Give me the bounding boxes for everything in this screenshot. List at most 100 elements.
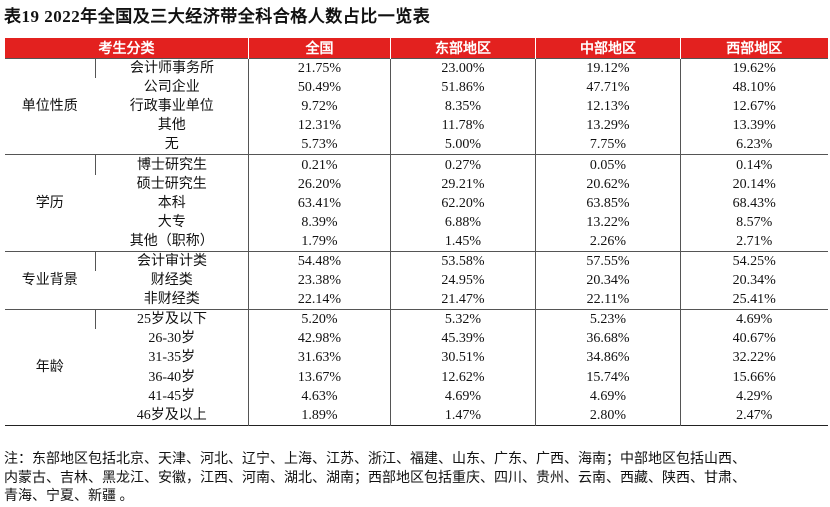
- value-cell: 12.13%: [535, 97, 681, 117]
- row-label: 硕士研究生: [136, 176, 207, 192]
- value-cell: 12.67%: [680, 97, 828, 117]
- value-cell: 13.67%: [248, 367, 391, 387]
- value-cell: 20.14%: [680, 174, 828, 194]
- value-cell: 7.75%: [535, 135, 681, 155]
- value-cell: 13.39%: [680, 116, 828, 136]
- value-cell: 12.62%: [390, 367, 536, 387]
- value-cell: 32.22%: [680, 348, 828, 368]
- table-title: 表19 2022年全国及三大经济带全科合格人数占比一览表: [4, 7, 431, 26]
- value-cell: 5.73%: [248, 135, 391, 155]
- group-label: 学历: [4, 154, 96, 252]
- table-row: 大专 8.39% 6.88% 13.22% 8.57%: [5, 212, 828, 232]
- row-label: 会计审计类: [95, 250, 249, 272]
- value-cell: 51.86%: [390, 78, 536, 98]
- value-cell: 31.63%: [248, 348, 391, 368]
- value-cell: 21.75%: [248, 58, 391, 79]
- value-cell: 1.45%: [390, 231, 536, 252]
- value-cell: 20.34%: [680, 271, 828, 291]
- table-row: 31-35岁 31.63% 30.51% 34.86% 32.22%: [5, 348, 828, 368]
- header-cell: 东部地区: [390, 38, 536, 59]
- value-cell: 22.11%: [535, 290, 681, 310]
- group-label: 年龄: [4, 309, 96, 426]
- row-label: 其他: [157, 118, 186, 134]
- value-cell: 26.20%: [248, 174, 391, 194]
- table-row: 本科 63.41% 62.20% 63.85% 68.43%: [5, 193, 828, 213]
- value-cell: 23.00%: [390, 58, 536, 79]
- table-row: 单位性质 会计师事务所 21.75% 23.00% 19.12% 19.62%: [4, 57, 828, 155]
- footnote-line: 青海、宁夏、新疆 。: [4, 489, 134, 504]
- group-label: 单位性质: [4, 57, 96, 155]
- row-label: 博士研究生: [95, 154, 249, 175]
- value-cell: 36.68%: [535, 329, 681, 349]
- value-cell: 50.49%: [248, 78, 391, 98]
- value-cell: 1.89%: [248, 405, 391, 426]
- row-label: 25岁及以下: [95, 309, 249, 330]
- value-cell: 34.86%: [535, 348, 681, 368]
- header-cell: 西部地区: [680, 38, 828, 59]
- table-row: 其他 12.31% 11.78% 13.29% 13.39%: [5, 116, 828, 136]
- value-cell: 4.69%: [390, 386, 536, 406]
- value-cell: 19.12%: [535, 58, 681, 79]
- value-cell: 11.78%: [390, 116, 536, 136]
- value-cell: 2.80%: [535, 405, 681, 426]
- table-row: 无 5.73% 5.00% 7.75% 6.23%: [5, 135, 828, 155]
- data-table: 考生分类 全国 东部地区 中部地区 西部地区 单位性质 会计师事务所 21.75% 23.00…: [4, 38, 828, 426]
- value-cell: 2.71%: [680, 231, 828, 252]
- value-cell: 1.47%: [390, 405, 536, 426]
- value-cell: 15.74%: [535, 367, 681, 387]
- value-cell: 25.41%: [680, 290, 828, 310]
- value-cell: 5.32%: [390, 309, 536, 330]
- value-cell: 22.14%: [248, 290, 391, 310]
- footnote-line: 内蒙古、吉林、黑龙江、安徽，江西、河南、湖北、湖南；西部地区包括重庆、四川、贵州…: [4, 470, 746, 486]
- value-cell: 5.20%: [248, 309, 391, 330]
- value-cell: 13.22%: [535, 212, 681, 232]
- value-cell: 24.95%: [390, 271, 536, 291]
- value-cell: 48.10%: [680, 78, 828, 98]
- value-cell: 62.20%: [390, 193, 536, 213]
- value-cell: 0.14%: [680, 154, 828, 175]
- value-cell: 40.67%: [680, 329, 828, 349]
- value-cell: 57.55%: [535, 250, 681, 272]
- value-cell: 29.21%: [390, 174, 536, 194]
- value-cell: 45.39%: [390, 329, 536, 349]
- row-label: 46岁及以上: [136, 407, 207, 423]
- footnote: 注：东部地区包括北京、天津、河北、辽宁、上海、江苏、浙江、福建、山东、广东、广西…: [4, 451, 746, 507]
- table-row: 26-30岁 42.98% 45.39% 36.68% 40.67%: [5, 329, 828, 349]
- value-cell: 6.88%: [390, 212, 536, 232]
- value-cell: 9.72%: [248, 97, 391, 117]
- value-cell: 68.43%: [680, 193, 828, 213]
- row-label: 26-30岁: [148, 331, 196, 347]
- footnote-line: 注：东部地区包括北京、天津、河北、辽宁、上海、江苏、浙江、福建、山东、广东、广西…: [4, 452, 746, 467]
- row-label: 财经类: [150, 273, 193, 289]
- table-row: 行政事业单位 9.72% 8.35% 12.13% 12.67%: [5, 97, 828, 117]
- value-cell: 19.62%: [680, 58, 828, 79]
- row-label: 本科: [157, 195, 186, 211]
- header-cell: 考生分类: [4, 38, 249, 59]
- value-cell: 8.39%: [248, 212, 391, 232]
- row-label: 公司企业: [143, 80, 200, 96]
- row-label: 行政事业单位: [129, 99, 214, 115]
- row-label: 非财经类: [143, 292, 200, 308]
- value-cell: 1.79%: [248, 231, 391, 252]
- table-row: 硕士研究生 26.20% 29.21% 20.62% 20.14%: [5, 174, 828, 194]
- value-cell: 6.23%: [680, 135, 828, 155]
- group-label: 专业背景: [4, 250, 96, 310]
- value-cell: 4.29%: [680, 386, 828, 406]
- value-cell: 0.27%: [390, 154, 536, 175]
- row-label: 36-40岁: [148, 369, 196, 385]
- value-cell: 21.47%: [390, 290, 536, 310]
- value-cell: 54.48%: [248, 250, 391, 272]
- value-cell: 63.85%: [535, 193, 681, 213]
- table-row: 学历 博士研究生 0.21% 0.27% 0.05% 0.14%: [4, 154, 828, 252]
- value-cell: 4.69%: [680, 309, 828, 330]
- value-cell: 47.71%: [535, 78, 681, 98]
- table-row: 46岁及以上 1.89% 1.47% 2.80% 2.47%: [5, 405, 828, 426]
- value-cell: 0.21%: [248, 154, 391, 175]
- value-cell: 63.41%: [248, 193, 391, 213]
- table-row: 公司企业 50.49% 51.86% 47.71% 48.10%: [5, 78, 828, 98]
- table-row: 非财经类 22.14% 21.47% 22.11% 25.41%: [5, 290, 828, 310]
- row-label: 会计师事务所: [95, 58, 249, 79]
- value-cell: 2.26%: [535, 231, 681, 252]
- value-cell: 30.51%: [390, 348, 536, 368]
